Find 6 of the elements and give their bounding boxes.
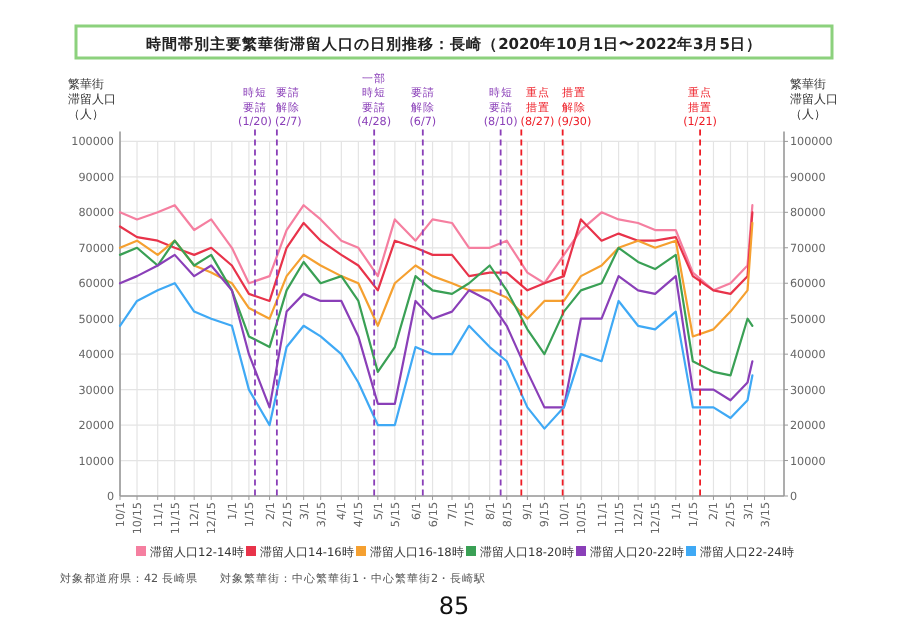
text: 85 — [438, 592, 470, 620]
line-series — [118, 211, 754, 303]
line-series — [118, 221, 754, 338]
line-series — [118, 282, 754, 430]
line-series — [118, 204, 754, 292]
line-series — [118, 239, 754, 377]
